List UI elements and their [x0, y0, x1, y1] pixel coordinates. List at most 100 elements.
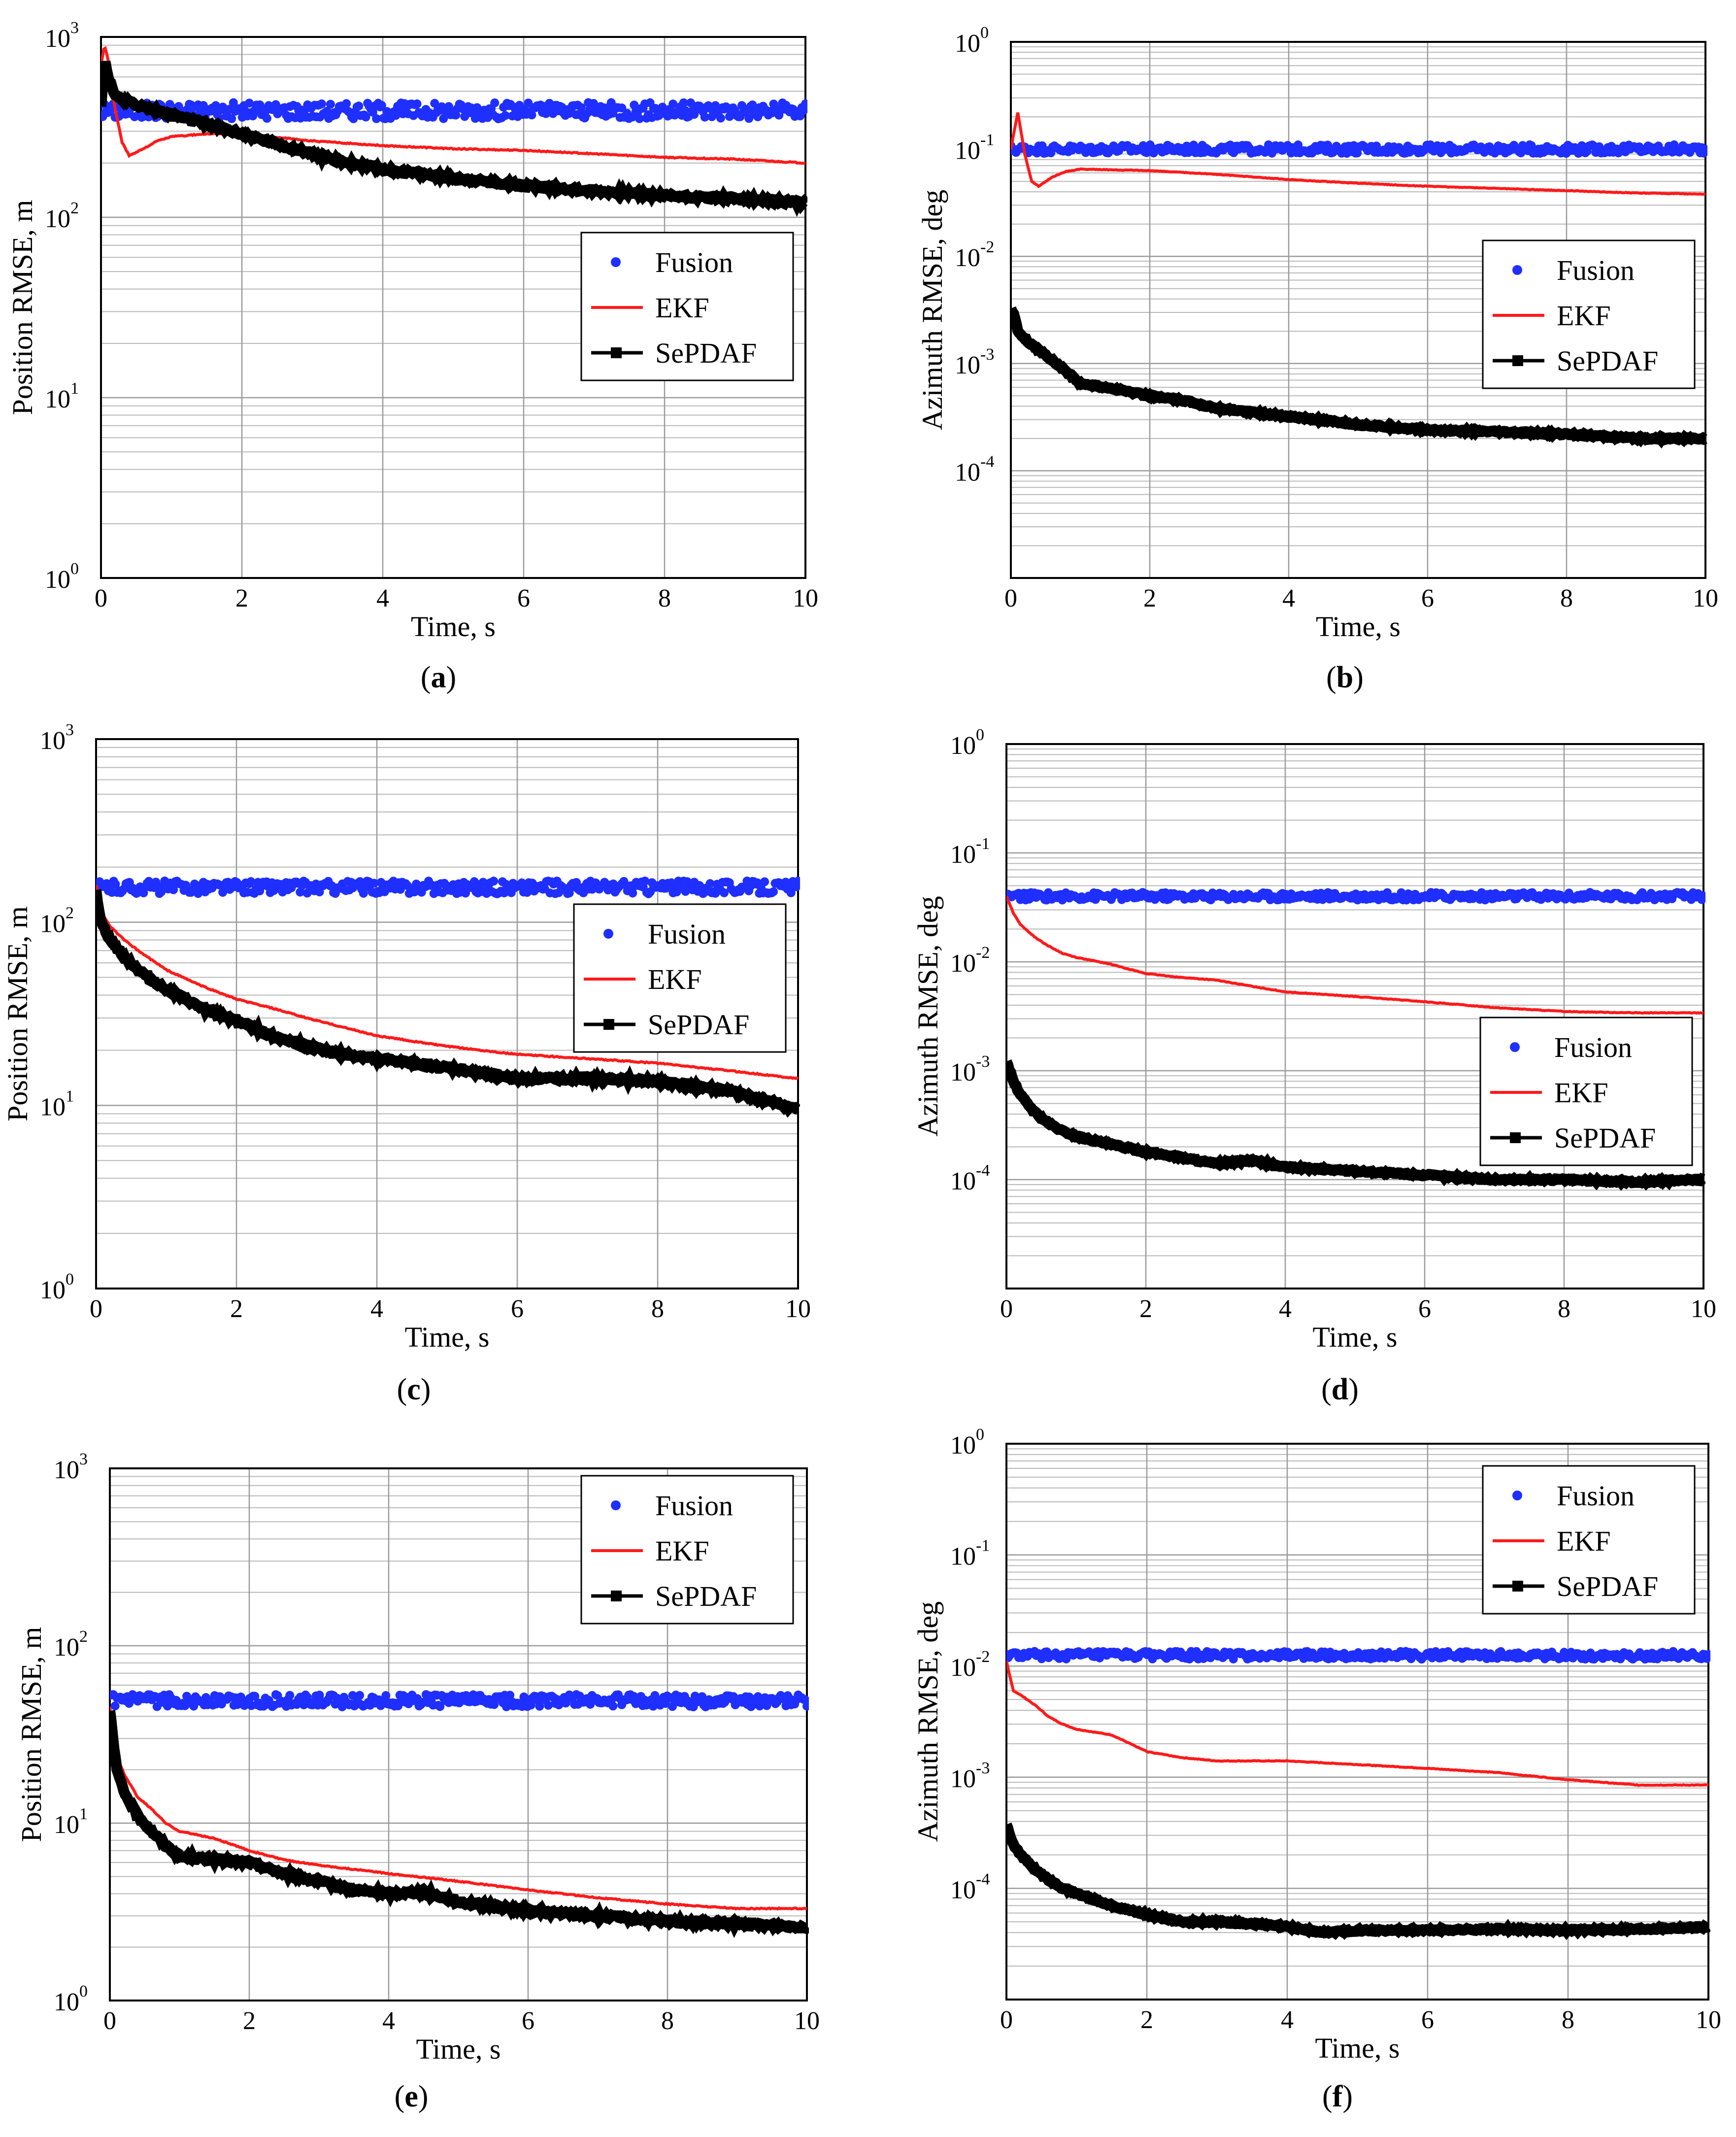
data-point	[744, 1693, 754, 1702]
data-point	[527, 110, 536, 120]
legend-marker-fusion	[1512, 1491, 1522, 1500]
legend-marker-fusion	[603, 929, 613, 939]
panel-caption: (d)	[1321, 1373, 1359, 1406]
data-point	[348, 1691, 357, 1700]
legend: Fusion EKF SePDAF	[1479, 1017, 1693, 1166]
x-tick-label: 6	[511, 1295, 524, 1323]
x-axis-label: Time, s	[1315, 2032, 1400, 2064]
y-tick-label: 10	[955, 244, 980, 272]
data-point	[640, 876, 650, 885]
y-tick-label: 10	[955, 30, 980, 58]
legend: Fusion EKF SePDAF	[1482, 1465, 1696, 1615]
legend-label-fusion: Fusion	[655, 1490, 733, 1522]
panel-caption: (e)	[395, 2080, 429, 2113]
data-point	[354, 102, 364, 111]
series-sepdaf	[101, 61, 807, 217]
y-tick-exponent: 0	[976, 1425, 984, 1444]
legend-marker-square	[1512, 355, 1523, 366]
y-tick-exponent: -4	[976, 1161, 990, 1180]
series-fusion	[1006, 1647, 1710, 1664]
data-point	[716, 113, 725, 123]
plot-area	[96, 876, 800, 1118]
y-tick-exponent: 0	[980, 24, 989, 42]
data-point	[526, 1700, 535, 1710]
series-fusion	[1006, 888, 1705, 905]
data-point	[302, 888, 312, 898]
y-axis-label: Position RMSE, m	[15, 1627, 47, 1842]
data-point	[760, 877, 769, 886]
y-tick-label: 10	[955, 351, 980, 379]
legend-marker-square	[611, 347, 622, 358]
y-tick-label: 10	[40, 1093, 66, 1121]
data-point	[801, 99, 807, 108]
data-point	[698, 1692, 707, 1701]
series-sepdaf	[110, 1710, 809, 1938]
y-tick-exponent: 1	[79, 1805, 88, 1823]
data-point	[700, 112, 709, 122]
plot-area	[1011, 112, 1707, 449]
legend: Fusion EKF SePDAF	[580, 232, 794, 381]
y-tick-label: 10	[40, 727, 66, 755]
y-tick-exponent: 0	[70, 560, 79, 578]
y-axis-label: Azimuth RMSE, deg	[912, 1601, 944, 1842]
legend-marker-square	[1510, 1132, 1521, 1143]
y-tick-label: 10	[950, 950, 976, 978]
data-point	[262, 114, 271, 123]
series-sepdaf	[1006, 1059, 1705, 1191]
data-point	[794, 877, 800, 886]
data-point	[490, 98, 500, 107]
data-point	[635, 114, 644, 123]
data-point	[1699, 891, 1705, 901]
legend-marker-square	[611, 1591, 622, 1601]
y-tick-label: 10	[955, 458, 980, 486]
legend-label-sepdaf: SePDAF	[655, 337, 757, 369]
y-tick-label: 10	[950, 1167, 976, 1195]
data-point	[774, 110, 784, 120]
data-point	[394, 1701, 403, 1711]
y-tick-label: 10	[950, 732, 976, 760]
x-axis-label: Time, s	[1316, 611, 1401, 643]
x-tick-label: 10	[793, 584, 818, 612]
panel-caption: (c)	[397, 1373, 431, 1406]
series-fusion	[110, 1690, 809, 1712]
series-ekf	[96, 884, 799, 1081]
legend-label-ekf: EKF	[655, 1535, 709, 1567]
y-tick-exponent: 1	[70, 379, 79, 398]
x-tick-label: 8	[651, 1295, 664, 1323]
x-tick-label: 6	[1418, 1295, 1431, 1323]
x-tick-label: 4	[1279, 1295, 1292, 1323]
series-fusion	[96, 876, 800, 898]
y-axis-label: Position RMSE, m	[6, 200, 38, 415]
x-tick-label: 2	[1140, 2006, 1153, 2034]
data-point	[576, 103, 586, 112]
data-point	[285, 1691, 295, 1700]
legend-label-sepdaf: SePDAF	[1554, 1122, 1656, 1154]
y-tick-exponent: -1	[976, 835, 990, 853]
y-tick-label: 10	[950, 1543, 976, 1571]
legend: Fusion EKF SePDAF	[580, 1475, 794, 1625]
plot-area	[101, 46, 807, 217]
axes-frame	[1005, 1443, 1709, 2001]
data-point	[679, 98, 688, 107]
data-point	[720, 888, 729, 897]
series-fusion	[1011, 140, 1707, 158]
series-sepdaf	[1011, 306, 1707, 449]
data-point	[369, 879, 379, 888]
x-axis-label: Time, s	[1313, 1321, 1398, 1353]
x-tick-label: 4	[1281, 2006, 1294, 2034]
y-tick-exponent: -3	[976, 1759, 990, 1777]
data-point	[342, 99, 351, 108]
y-tick-exponent: -2	[976, 1648, 990, 1666]
y-tick-exponent: -2	[980, 238, 994, 256]
y-tick-label: 10	[54, 1811, 79, 1839]
data-point	[227, 114, 236, 123]
data-point	[769, 887, 778, 896]
legend: Fusion EKF SePDAF	[1482, 239, 1696, 389]
data-point	[490, 1700, 499, 1709]
data-point	[668, 100, 678, 109]
y-tick-exponent: -1	[980, 131, 994, 149]
data-point	[628, 888, 637, 898]
